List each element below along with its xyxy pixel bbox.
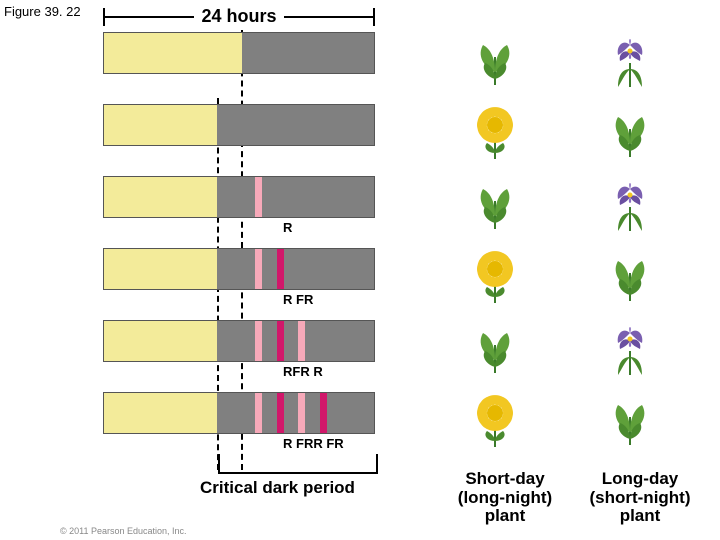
leaf-icon <box>600 253 660 303</box>
critical-dark-bracket <box>218 454 378 474</box>
plant-cell <box>590 26 670 98</box>
light-segment <box>104 249 218 289</box>
critical-dark-label: Critical dark period <box>200 478 355 498</box>
bar-row <box>103 104 375 146</box>
long-day-column <box>590 26 670 458</box>
dark-segment <box>217 321 374 361</box>
bar-row <box>103 32 375 74</box>
red-flash <box>255 321 262 361</box>
scale-label: 24 hours <box>194 6 284 27</box>
purple-flower-icon <box>600 35 660 90</box>
far-red-flash <box>277 249 284 289</box>
red-flash <box>255 393 262 433</box>
leaf-icon <box>465 37 525 87</box>
dark-segment <box>217 105 374 145</box>
red-flash <box>298 321 305 361</box>
plant-cell <box>455 170 535 242</box>
flash-sequence-label: R FRR FR <box>283 436 363 451</box>
light-segment <box>104 105 218 145</box>
far-red-flash <box>320 393 327 433</box>
col1-l1: Short-day <box>465 469 544 488</box>
bar-chart: R R FR RFR R R FRR FR <box>103 32 375 464</box>
col2-l1: Long-day <box>602 469 679 488</box>
light-segment <box>104 393 218 433</box>
far-red-flash <box>277 393 284 433</box>
col1-l2: (long-night) <box>458 488 552 507</box>
purple-flower-icon <box>600 323 660 378</box>
light-segment <box>104 177 218 217</box>
plant-cell <box>455 26 535 98</box>
scale-tick-right <box>373 8 375 26</box>
dark-segment <box>217 177 374 217</box>
plant-cell <box>455 314 535 386</box>
short-day-column <box>455 26 535 458</box>
light-segment <box>104 33 243 73</box>
col1-l3: plant <box>485 506 526 525</box>
red-flash <box>255 249 262 289</box>
leaf-icon <box>600 109 660 159</box>
plant-cell <box>590 386 670 458</box>
column-2-label: Long-day (short-night) plant <box>575 470 705 526</box>
figure-label: Figure 39. 22 <box>4 4 81 19</box>
flash-sequence-label: R FR <box>283 292 363 307</box>
time-scale: 24 hours <box>103 8 375 28</box>
flash-sequence-label: RFR R <box>283 364 363 379</box>
plant-cell <box>455 386 535 458</box>
plant-cell <box>590 314 670 386</box>
bar-row <box>103 248 375 290</box>
red-flash <box>255 177 262 217</box>
light-segment <box>104 321 218 361</box>
leaf-icon <box>465 325 525 375</box>
plant-cell <box>590 98 670 170</box>
flash-sequence-label: R <box>283 220 363 235</box>
leaf-icon <box>465 181 525 231</box>
yellow-flower-icon <box>465 251 525 306</box>
dark-segment <box>242 33 374 73</box>
bar-row <box>103 392 375 434</box>
col2-l3: plant <box>620 506 661 525</box>
purple-flower-icon <box>600 179 660 234</box>
leaf-icon <box>600 397 660 447</box>
bar-row <box>103 320 375 362</box>
yellow-flower-icon <box>465 395 525 450</box>
copyright: © 2011 Pearson Education, Inc. <box>60 526 187 536</box>
column-1-label: Short-day (long-night) plant <box>440 470 570 526</box>
dark-segment <box>217 393 374 433</box>
col2-l2: (short-night) <box>589 488 690 507</box>
plant-cell <box>590 170 670 242</box>
plant-cell <box>455 242 535 314</box>
plant-cell <box>590 242 670 314</box>
bar-row <box>103 176 375 218</box>
far-red-flash <box>277 321 284 361</box>
yellow-flower-icon <box>465 107 525 162</box>
plant-cell <box>455 98 535 170</box>
red-flash <box>298 393 305 433</box>
dark-segment <box>217 249 374 289</box>
